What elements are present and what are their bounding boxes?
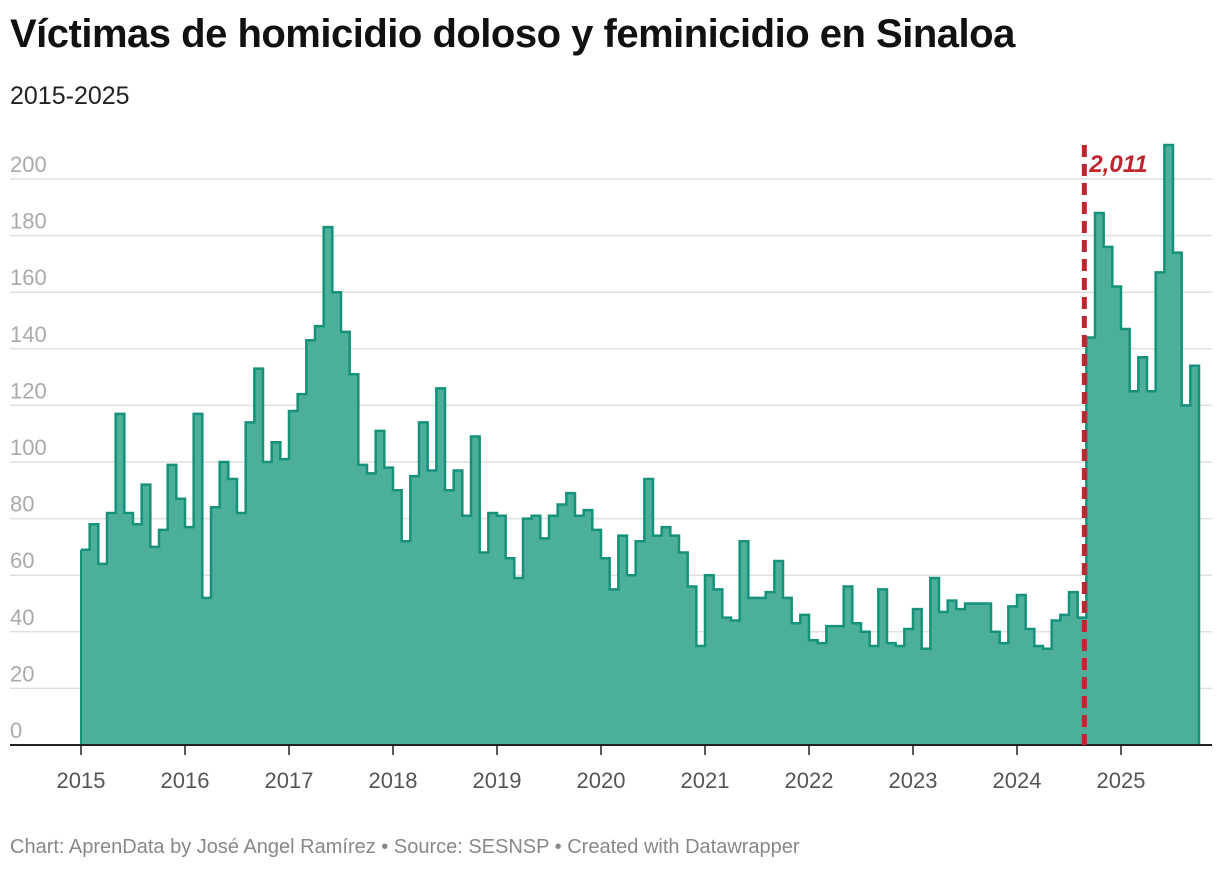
x-tick-label: 2020 — [577, 768, 626, 793]
area-fill — [81, 145, 1199, 746]
y-tick-label: 120 — [10, 378, 47, 403]
y-tick-label: 160 — [10, 265, 47, 290]
area-series — [80, 143, 1201, 746]
x-tick-label: 2018 — [369, 768, 418, 793]
y-tick-label: 20 — [10, 661, 34, 686]
y-tick-label: 40 — [10, 605, 34, 630]
y-tick-label: 200 — [10, 152, 47, 177]
x-tick-label: 2025 — [1097, 768, 1146, 793]
annotation: 2,011 — [1081, 145, 1148, 745]
x-tick-label: 2017 — [265, 768, 314, 793]
y-tick-label: 180 — [10, 209, 47, 234]
x-axis: 2015 2016 2017 2018 2019 2020 2021 2022 2023 2024… — [10, 744, 1212, 793]
x-tick-label: 2019 — [473, 768, 522, 793]
x-tick-label: 2022 — [785, 768, 834, 793]
chart-footer: Chart: AprenData by José Angel Ramírez •… — [10, 836, 800, 858]
x-tick-label: 2015 — [57, 768, 106, 793]
x-tick-label: 2016 — [161, 768, 210, 793]
gridlines — [10, 178, 1212, 690]
annotation-label: 2,011 — [1088, 151, 1147, 178]
x-tick-label: 2021 — [681, 768, 730, 793]
x-tick-label: 2023 — [889, 768, 938, 793]
y-tick-label: 140 — [10, 322, 47, 347]
y-tick-label: 80 — [10, 492, 34, 517]
x-tick-label: 2024 — [993, 768, 1042, 793]
y-axis-ticks: 0 20 40 60 80 100 120 140 160 180 200 — [10, 152, 47, 743]
chart-title: Víctimas de homicidio doloso y feminicid… — [10, 12, 1015, 56]
chart-subtitle: 2015-2025 — [10, 82, 130, 110]
y-tick-label: 0 — [10, 718, 22, 743]
y-tick-label: 60 — [10, 548, 34, 573]
y-tick-label: 100 — [10, 435, 47, 460]
area-line — [81, 143, 1201, 745]
